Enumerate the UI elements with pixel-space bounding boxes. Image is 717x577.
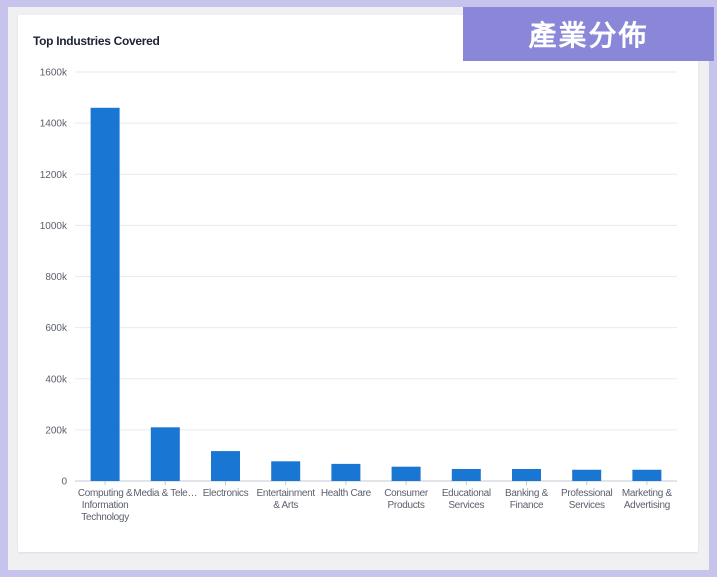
y-tick-label: 1400k [40,119,68,130]
y-tick-label: 800k [45,272,68,283]
x-tick-label: Entertainment & Arts [257,488,316,511]
x-tick-label: Banking & Finance [505,488,549,511]
bar [512,468,541,481]
bar [211,451,240,481]
y-tick-label: 1600k [40,68,68,79]
x-tick-label: Educational Services [442,488,491,511]
y-tick-label: 400k [45,374,68,385]
x-tick-label: Electronics [203,488,249,499]
y-tick-label: 1200k [40,170,68,181]
x-tick-label: Marketing & Advertising [622,488,673,511]
x-tick-label: Computing & Information Technology [78,488,133,523]
x-tick-label: Consumer Products [384,488,429,511]
bar [572,469,602,481]
x-tick-label: Media & Tele… [133,488,197,499]
bar [150,427,180,481]
y-tick-label: 600k [45,323,68,334]
x-tick-label: Health Care [321,488,372,499]
chart-card [18,15,698,552]
bar [632,469,662,481]
bar [271,461,301,481]
bar [90,107,120,481]
bar [451,468,481,481]
bar [391,466,421,481]
y-tick-label: 1000k [40,221,68,232]
chart-title: Top Industries Covered [33,34,160,48]
industry-distribution-badge: 產業分佈 [463,7,714,61]
y-tick-label: 0 [61,477,67,488]
bar [331,463,361,481]
x-tick-label: Professional Services [561,488,613,511]
y-tick-label: 200k [45,425,68,436]
